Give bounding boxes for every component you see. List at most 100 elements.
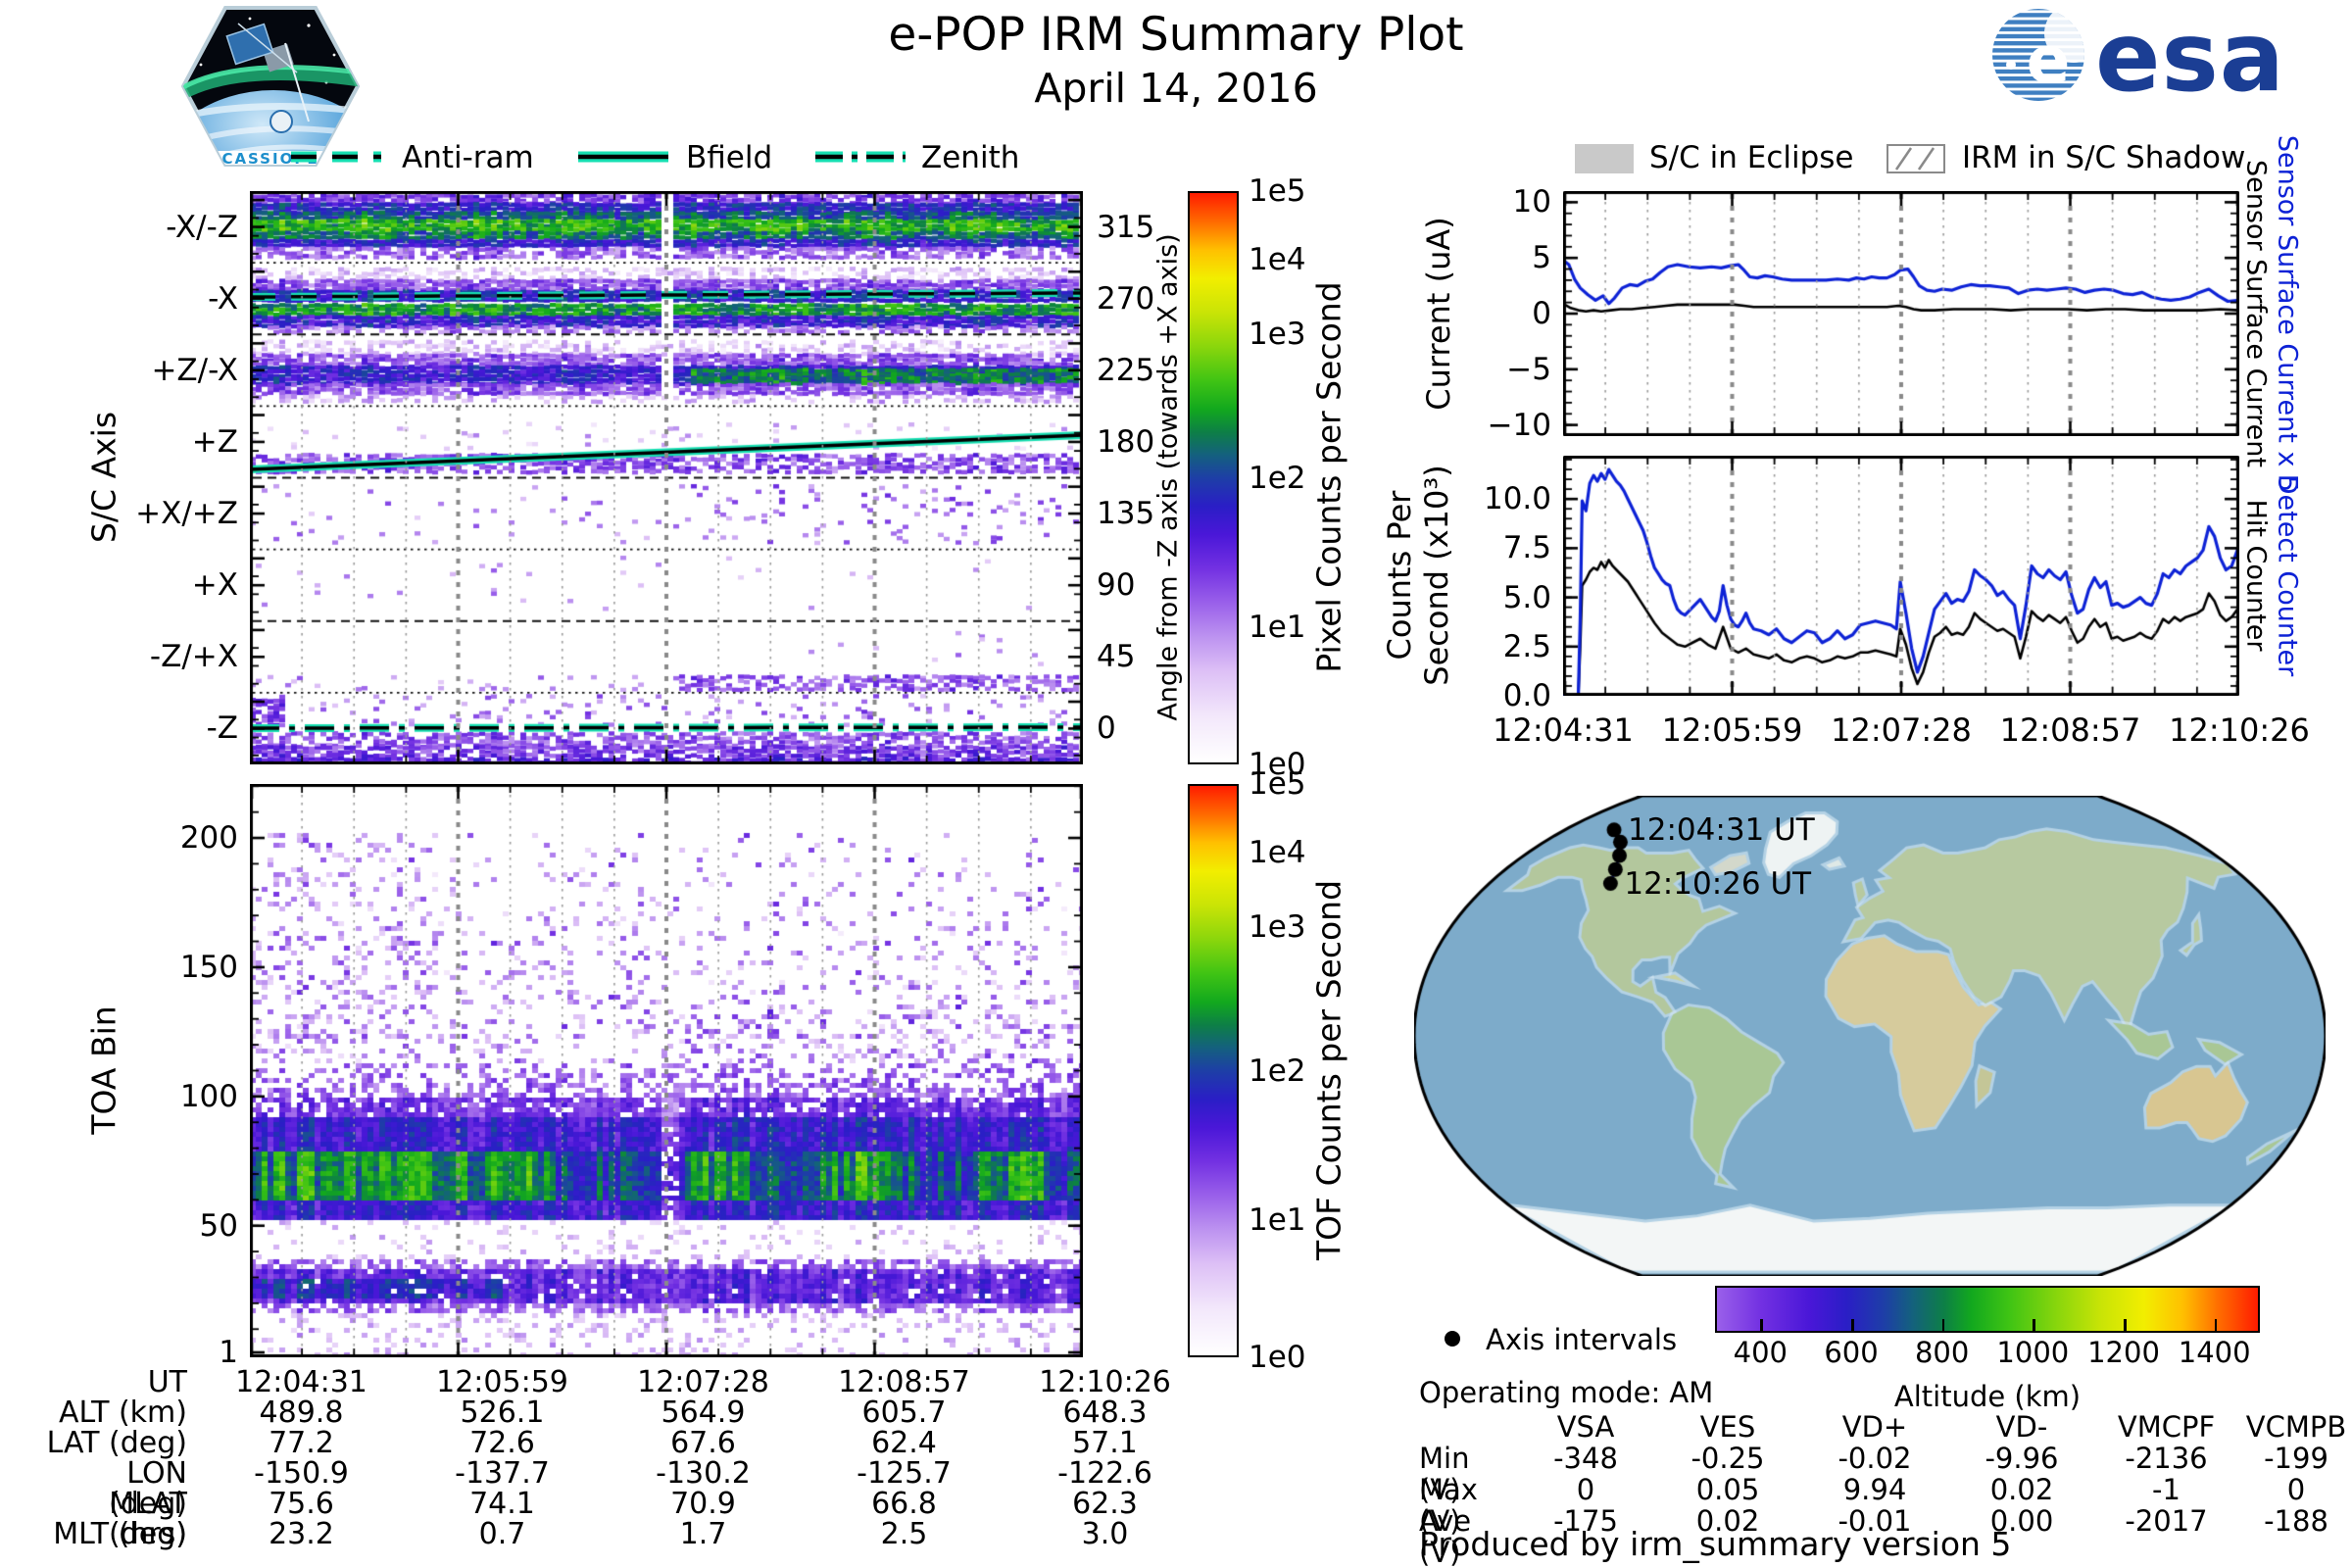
sc-axis-band-label: -X [208, 280, 238, 317]
voltage-value: 0.02 [1695, 1504, 1760, 1538]
ephemeris-row: LON (deg) -150.9 -137.7 -130.2 -125.7 -122.6 [39, 1458, 1205, 1519]
ephemeris-value: -150.9 [254, 1456, 349, 1491]
ephemeris-row: MLAT (deg) 75.6 74.1 70.9 66.8 62.3 [39, 1489, 1205, 1549]
voltage-value: 0 [2286, 1473, 2306, 1506]
altitude-tick-mark [1851, 1319, 1854, 1331]
angle-axis-label: Angle from -Z axis (towards +X axis) [1152, 233, 1184, 721]
colorbar-tick-label: 1e2 [1249, 460, 1306, 496]
ephemeris-value: 74.1 [469, 1487, 535, 1521]
colorbar-tick-label: 1e3 [1249, 317, 1306, 353]
track-end-label: 12:10:26 UT [1624, 865, 1812, 902]
voltage-value: -175 [1553, 1504, 1618, 1538]
axis-interval-dot-icon [1445, 1331, 1460, 1347]
colorbar-tick-label: 1e5 [1249, 173, 1306, 209]
voltage-value: 0.02 [1989, 1473, 2054, 1506]
time-tick-label: 12:08:57 [1999, 711, 2141, 749]
legend-anti-ram-label: Anti-ram [402, 140, 534, 175]
altitude-tick-label: 1000 [1996, 1336, 2070, 1369]
ephemeris-row: ALT (km) 489.8 526.1 564.9 605.7 648.3 [39, 1397, 1205, 1428]
altitude-tick-mark [2033, 1319, 2035, 1331]
y-tick-label: −5 [1506, 351, 1551, 387]
track-start-label: 12:04:31 UT [1628, 811, 1815, 848]
altitude-colorbar [1715, 1286, 2260, 1333]
patch-roundel [270, 110, 293, 133]
sensor-surface-current-label: Sensor Surface Current [2240, 160, 2272, 467]
time-tick-label: 12:07:28 [1831, 711, 1972, 749]
tof-colorbar-label: TOF Counts per Second [1309, 879, 1348, 1261]
ephemeris-value: 3.0 [1081, 1517, 1129, 1551]
legend-eclipse-label: S/C in Eclipse [1649, 140, 1854, 175]
voltage-value: -0.25 [1690, 1442, 1765, 1475]
voltage-value: -2136 [2125, 1442, 2208, 1475]
ephemeris-value: 648.3 [1062, 1396, 1148, 1430]
sc-axis-band-label: +Z/-X [151, 352, 238, 388]
altitude-tick-mark [2124, 1319, 2127, 1331]
eclipse-swatch [1575, 144, 1634, 173]
ephemeris-value: 23.2 [269, 1517, 334, 1551]
ephemeris-value: 605.7 [861, 1396, 947, 1430]
ephemeris-row-label: LAT (deg) [46, 1426, 187, 1460]
voltage-table-row: Ave (V) -175 0.02 -0.01 0.00 -2017 -188 [1419, 1505, 2352, 1568]
ephemeris-row: UT 12:04:31 12:05:59 12:07:28 12:08:57 12:10:… [39, 1367, 1205, 1397]
colorbar-tick-label: 1e3 [1249, 909, 1306, 946]
ephemeris-value: 66.8 [871, 1487, 937, 1521]
sensor-surface-current-x5-label: Sensor Surface Current x 5 [2272, 134, 2303, 493]
ephemeris-row-label: UT [147, 1365, 187, 1399]
axis-intervals-label: Axis intervals [1486, 1323, 1678, 1356]
toa-tick-label: 50 [199, 1207, 238, 1244]
current-ylabel: Current (uA) [1420, 217, 1457, 411]
altitude-tick-label: 1200 [2087, 1336, 2160, 1369]
ephemeris-value: 77.2 [269, 1426, 334, 1460]
ephemeris-value: 67.6 [670, 1426, 736, 1460]
ephemeris-value: 12:10:26 [1039, 1365, 1171, 1399]
esa-logo-text: esa [2095, 6, 2285, 108]
esa-globe-icon: e [1992, 9, 2084, 101]
counts-ylabel: Counts Per Second (x10³) [1381, 465, 1455, 686]
ephemeris-row: MLT (hrs) 23.2 0.7 1.7 2.5 3.0 [39, 1519, 1205, 1549]
sc-axis-band-label: -X/-Z [166, 209, 238, 245]
toa-tick-label: 150 [179, 949, 238, 985]
ephemeris-value: 62.4 [871, 1426, 937, 1460]
voltage-table-row: Min (V) -348 -0.25 -0.02 -9.96 -2136 -199 [1419, 1443, 2352, 1505]
angle-tick-label: 315 [1097, 209, 1155, 245]
ephemeris-row-label: LON (deg) [109, 1456, 187, 1521]
voltage-value: -2017 [2125, 1504, 2208, 1538]
ephemeris-value: -137.7 [455, 1456, 550, 1491]
ephemeris-value: 12:05:59 [436, 1365, 568, 1399]
colorbar-tick-label: 1e1 [1249, 609, 1306, 645]
anti-ram-line-sample [291, 151, 381, 163]
ephemeris-row-label: MLAT (deg) [109, 1487, 187, 1551]
spectrogram-ylabel: S/C Axis [84, 411, 123, 544]
ephemeris-row-label: MLT (hrs) [53, 1517, 187, 1551]
colorbar-tick-label: 1e0 [1249, 1340, 1306, 1375]
page-title: e-POP IRM Summary Plot [888, 8, 1464, 62]
angle-tick-label: 90 [1097, 567, 1136, 604]
esa-logo: e esa [1992, 6, 2285, 108]
voltage-row-label: Max (V) [1419, 1473, 1478, 1538]
y-tick-label: 10 [1512, 184, 1551, 220]
time-tick-label: 12:10:26 [2169, 711, 2310, 749]
ephemeris-value: 0.7 [478, 1517, 526, 1551]
voltage-column-header: VES [1699, 1410, 1756, 1444]
toa-tick-label: 1 [219, 1335, 238, 1370]
current-plot-canvas [1563, 191, 2239, 436]
altitude-colorbar-label: Altitude (km) [1893, 1380, 2082, 1413]
ephemeris-value: 70.9 [670, 1487, 736, 1521]
ephemeris-value: 564.9 [661, 1396, 746, 1430]
y-tick-label: 10.0 [1483, 481, 1551, 517]
time-tick-label: 12:04:31 [1493, 711, 1634, 749]
ephemeris-value: 12:08:57 [838, 1365, 970, 1399]
voltage-row-label: Ave (V) [1419, 1504, 1472, 1568]
voltage-value: 0.00 [1989, 1504, 2054, 1538]
world-map-canvas [1414, 796, 2326, 1276]
zenith-line-sample [815, 151, 906, 163]
ephemeris-value: 1.7 [679, 1517, 727, 1551]
ephemeris-value: 62.3 [1072, 1487, 1138, 1521]
sc-axis-band-label: -Z [206, 710, 238, 747]
patch-satellite [225, 23, 310, 122]
colorbar-tick-label: 1e5 [1249, 766, 1306, 802]
legend-irm-shadow-label: IRM in S/C Shadow [1962, 140, 2246, 175]
voltage-row-label: Min (V) [1419, 1442, 1470, 1506]
altitude-tick-label: 400 [1733, 1336, 1788, 1369]
ephemeris-value: 489.8 [259, 1396, 344, 1430]
